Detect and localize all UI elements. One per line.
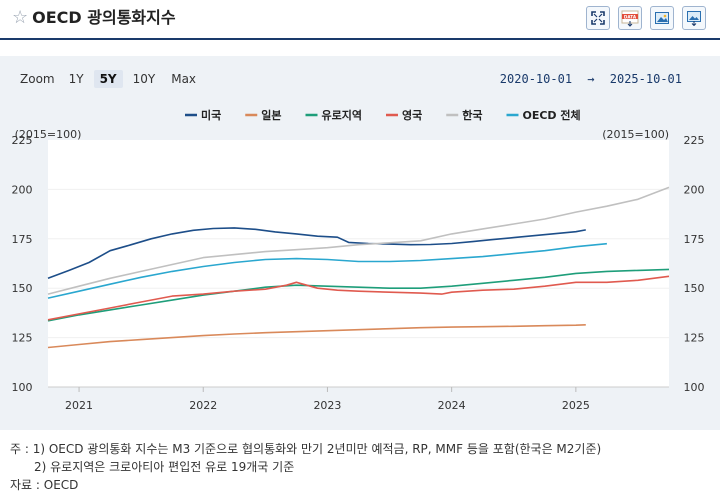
y-tick-right-200: 200 [684,183,705,196]
date-range: 2020-10-01 → 2025-10-01 [496,72,686,86]
y-tick-right-175: 175 [684,233,705,246]
fullscreen-icon[interactable] [586,6,610,30]
title-group: ☆ OECD 광의통화지수 [12,8,176,28]
x-tick-label-2: 2023 [313,399,341,412]
series-line-4 [47,186,670,295]
zoom-max-button[interactable]: Max [171,72,197,86]
source-note: 자료 : OECD [10,478,79,492]
series-line-1 [47,324,586,349]
legend-label-3: 영국 [402,109,422,122]
y-unit-right: (2015=100) [602,128,669,141]
plot-area [48,140,669,387]
header-bar: ☆ OECD 광의통화지수 DATA [0,0,720,40]
y-tick-left-225: 225 [12,134,33,147]
zoom-1y-button[interactable]: 1Y [68,72,84,86]
star-icon[interactable]: ☆ [12,7,29,28]
legend-label-2: 유로지역 [322,108,362,122]
y-tick-left-150: 150 [12,282,33,295]
date-from-input[interactable]: 2020-10-01 [499,72,573,86]
series-line-3 [47,275,670,321]
y-tick-right-125: 125 [684,332,705,345]
data-download-icon[interactable]: DATA [618,6,642,30]
legend-label-1: 일본 [261,108,281,122]
page-title: OECD 광의통화지수 [32,8,176,27]
arrow-icon: → [587,72,595,86]
y-tick-left-200: 200 [12,183,33,196]
data-icon-label: DATA [624,14,637,19]
y-tick-left-100: 100 [12,381,33,394]
zoom-control: Zoom 1Y 5Y 10Y Max [20,70,206,88]
x-tick-label-4: 2025 [562,399,590,412]
date-to-input[interactable]: 2025-10-01 [609,72,682,86]
y-tick-right-225: 225 [684,134,705,147]
line-chart: 미국 일본 유로지역 영국 한국 OECD 전체 (2015=100) (2015=100) 1… [0,100,720,430]
x-tick-label-3: 2024 [438,399,466,412]
legend-label-4: 한국 [462,108,482,122]
series-line-5 [47,242,607,299]
zoom-5y-button[interactable]: 5Y [93,70,123,88]
legend-label-0: 미국 [201,108,221,122]
zoom-label: Zoom [20,72,55,86]
y-tick-left-125: 125 [12,332,33,345]
series-line-2 [47,268,670,322]
zoom-10y-button[interactable]: 10Y [132,72,156,86]
y-tick-right-150: 150 [684,282,705,295]
y-tick-right-100: 100 [684,381,705,394]
toolbar: DATA [586,6,706,30]
image-download-icon[interactable] [682,6,706,30]
y-unit-left: (2015=100) [15,128,82,141]
y-tick-left-175: 175 [12,233,33,246]
image-icon[interactable] [650,6,674,30]
series-line-0 [47,227,586,280]
x-tick-label-0: 2021 [65,399,93,412]
x-tick-label-1: 2022 [189,399,217,412]
footnote-1: 주 : 1) OECD 광의통화 지수는 M3 기준으로 협의통화와 만기 2년… [10,442,602,456]
legend-label-5: OECD 전체 [522,108,580,122]
footnotes: 주 : 1) OECD 광의통화 지수는 M3 기준으로 협의통화와 만기 2년… [10,440,601,494]
footnote-2: 2) 유로지역은 크로아티아 편입전 유로 19개국 기준 [34,460,295,474]
